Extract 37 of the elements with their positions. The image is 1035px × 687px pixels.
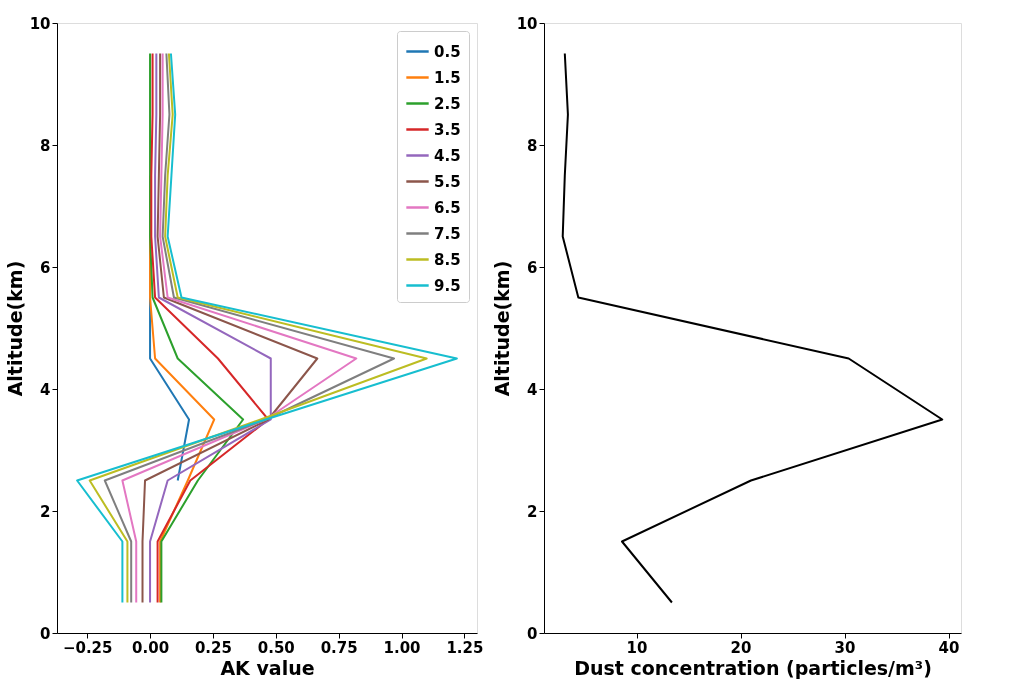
y-tick-label: 6 <box>527 258 538 277</box>
x-axis-title: AK value <box>220 656 315 679</box>
x-tick-label: 0.75 <box>320 638 358 657</box>
y-tick-label: 8 <box>527 136 538 155</box>
y-tick-label: 4 <box>40 380 51 399</box>
x-tick-label: 40 <box>938 638 960 657</box>
y-axis-title: Altitude(km) <box>3 260 26 397</box>
y-tick-label: 0 <box>40 624 51 643</box>
legend-label: 5.5 <box>434 172 461 191</box>
y-tick-label: 8 <box>40 136 51 155</box>
x-tick-label: 30 <box>834 638 856 657</box>
y-tick-label: 0 <box>527 624 538 643</box>
y-axis-title: Altitude(km) <box>490 260 513 397</box>
x-tick-label: 0.50 <box>257 638 295 657</box>
y-tick-label: 6 <box>40 258 51 277</box>
legend-label: 4.5 <box>434 146 461 165</box>
y-tick-label: 4 <box>527 380 538 399</box>
x-tick-label: 10 <box>626 638 648 657</box>
x-tick-label: 1.00 <box>383 638 421 657</box>
y-tick-label: 2 <box>40 502 51 521</box>
legend-label: 2.5 <box>434 94 461 113</box>
x-tick-label: 0.25 <box>194 638 232 657</box>
legend-label: 3.5 <box>434 120 461 139</box>
y-tick-label: 2 <box>527 502 538 521</box>
x-tick-label: 20 <box>730 638 752 657</box>
legend-label: 1.5 <box>434 68 461 87</box>
x-tick-label: 0.00 <box>132 638 170 657</box>
legend-label: 8.5 <box>434 250 461 269</box>
y-tick-label: 10 <box>29 14 51 33</box>
legend-label: 0.5 <box>434 42 461 61</box>
legend-label: 7.5 <box>434 224 461 243</box>
legend-label: 6.5 <box>434 198 461 217</box>
x-axis-title: Dust concentration (particles/m³) <box>574 656 932 679</box>
y-tick-label: 10 <box>516 14 538 33</box>
x-tick-label: −0.25 <box>62 638 113 657</box>
legend-label: 9.5 <box>434 276 461 295</box>
x-tick-label: 1.25 <box>446 638 484 657</box>
